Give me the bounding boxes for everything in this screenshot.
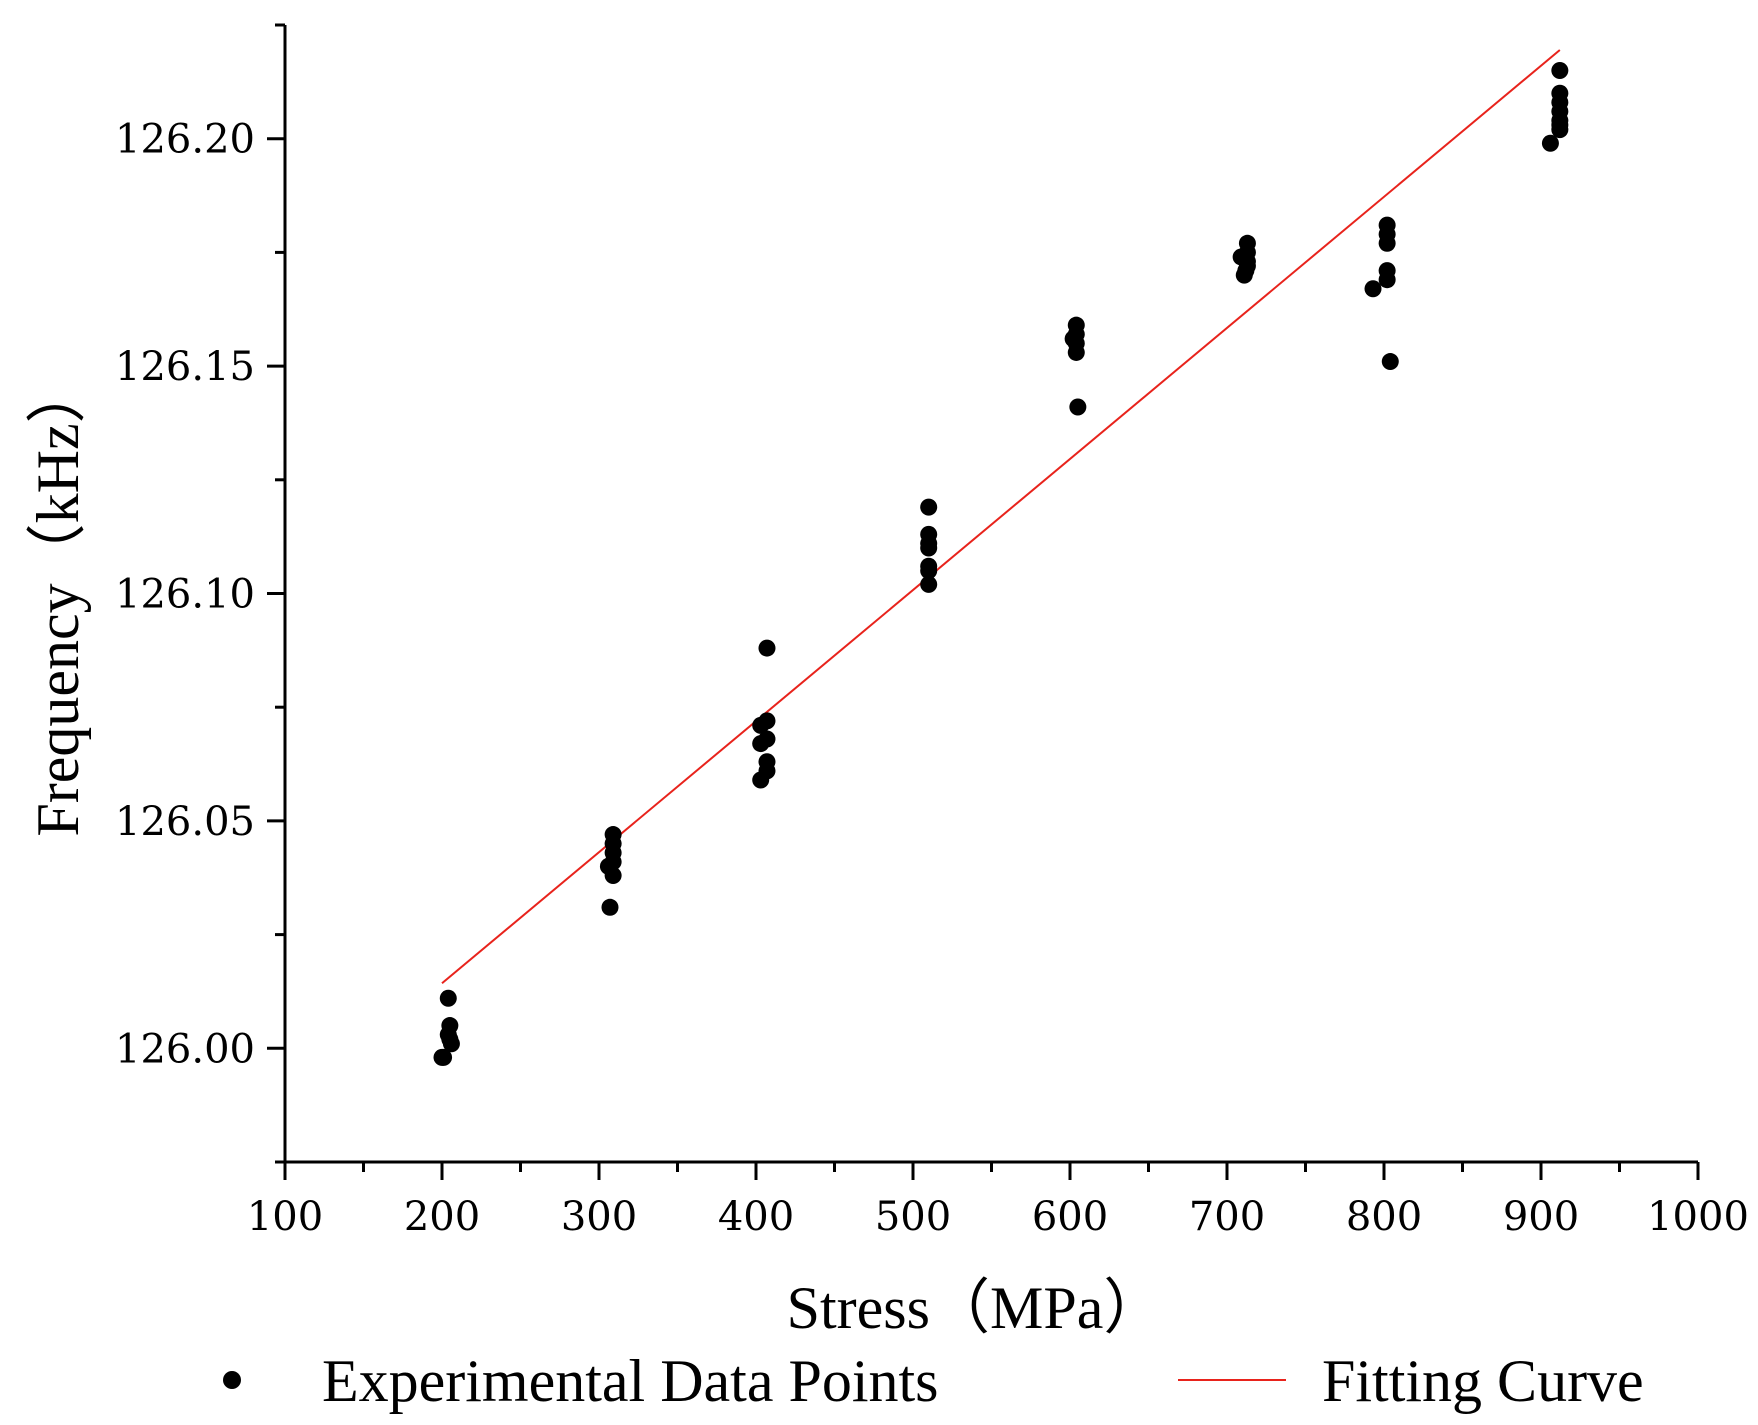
data-point (758, 639, 776, 657)
x-tick-label: 400 (718, 1194, 794, 1240)
y-axis-title: Frequency（kHz） (25, 363, 91, 836)
data-point (1378, 234, 1396, 252)
data-point (435, 1048, 453, 1066)
x-tick-label: 1000 (1647, 1194, 1749, 1240)
legend-marker-experimental (223, 1371, 241, 1389)
x-tick-label: 600 (1032, 1194, 1108, 1240)
x-tick-label: 200 (404, 1194, 480, 1240)
x-tick-label: 500 (875, 1194, 951, 1240)
data-point (1364, 280, 1382, 298)
x-tick-label: 300 (561, 1194, 637, 1240)
data-point (1541, 134, 1559, 152)
experimental-data-series (433, 61, 1569, 1066)
legend-label-experimental: Experimental Data Points (322, 1348, 939, 1414)
data-point (1237, 262, 1255, 280)
data-point (758, 712, 776, 730)
data-point (752, 771, 770, 789)
data-point (439, 1026, 457, 1044)
x-tick-label: 100 (247, 1194, 323, 1240)
data-point (920, 498, 938, 516)
data-point (920, 575, 938, 593)
fitting-curve-series (441, 49, 1561, 985)
x-ticks: 100 200 300 400 500 600 700 800 900 1000 (247, 1162, 1749, 1240)
data-point (1067, 343, 1085, 361)
x-tick-label: 800 (1346, 1194, 1422, 1240)
fitting-curve-line (441, 49, 1561, 985)
data-point (601, 898, 619, 916)
y-tick-label: 126.20 (115, 117, 255, 163)
y-tick-label: 126.00 (115, 1026, 255, 1072)
y-ticks: 126.00 126.05 126.10 126.15 126.20 (115, 23, 285, 1164)
y-tick-label: 126.15 (115, 344, 255, 390)
data-point (1069, 398, 1087, 416)
x-axis-title: Stress（MPa） (787, 1275, 1164, 1341)
axes: 100 200 300 400 500 600 700 800 900 1000 126.0012… (115, 23, 1749, 1240)
data-point (920, 562, 938, 580)
data-point (604, 853, 622, 871)
data-point (752, 735, 770, 753)
legend-label-fitting: Fitting Curve (1322, 1348, 1644, 1414)
data-point (604, 866, 622, 884)
legend: Experimental Data Points Fitting Curve (223, 1348, 1644, 1414)
data-point (1378, 271, 1396, 289)
data-point (1551, 61, 1569, 79)
y-tick-label: 126.10 (115, 572, 255, 618)
data-point (1381, 353, 1399, 371)
data-point (439, 989, 457, 1007)
x-tick-label: 700 (1189, 1194, 1265, 1240)
data-point (920, 539, 938, 557)
y-tick-label: 126.05 (115, 799, 255, 845)
x-tick-label: 900 (1503, 1194, 1579, 1240)
data-point (1551, 121, 1569, 139)
